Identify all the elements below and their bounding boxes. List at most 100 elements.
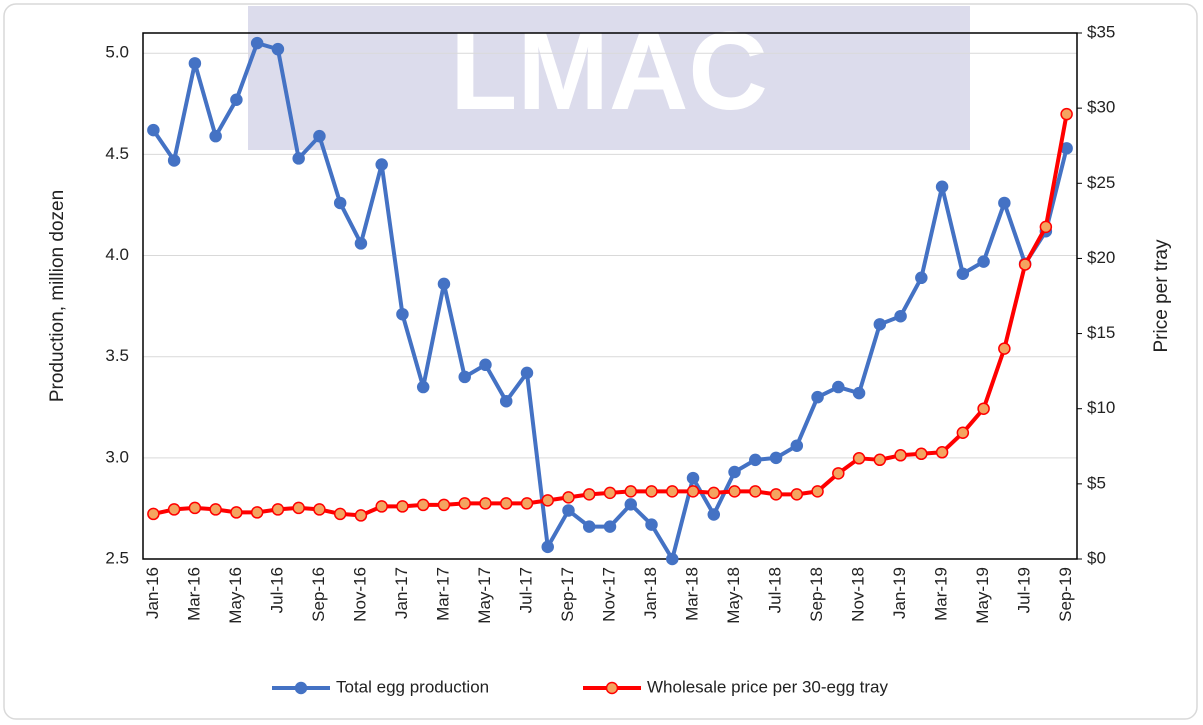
point xyxy=(937,447,948,458)
point xyxy=(293,502,304,513)
point xyxy=(584,521,595,532)
x-tick-label: Mar-18 xyxy=(683,567,702,621)
point xyxy=(231,507,242,518)
x-tick-label: Sep-18 xyxy=(807,567,826,622)
point xyxy=(750,486,761,497)
point xyxy=(169,155,180,166)
point xyxy=(771,452,782,463)
point xyxy=(314,504,325,515)
point xyxy=(916,272,927,283)
point xyxy=(957,427,968,438)
point xyxy=(563,505,574,516)
point xyxy=(148,125,159,136)
point xyxy=(750,454,761,465)
point xyxy=(189,502,200,513)
point xyxy=(833,382,844,393)
point xyxy=(999,197,1010,208)
y2-tick-label: $25 xyxy=(1087,173,1115,192)
y-tick-label: 3.5 xyxy=(105,346,129,365)
point xyxy=(252,38,263,49)
point xyxy=(874,319,885,330)
y2-tick-label: $20 xyxy=(1087,248,1115,267)
x-tick-label: May-17 xyxy=(475,567,494,624)
y-tick-label: 4.5 xyxy=(105,144,129,163)
point xyxy=(521,367,532,378)
point xyxy=(708,487,719,498)
point xyxy=(854,388,865,399)
point xyxy=(231,94,242,105)
point xyxy=(1061,109,1072,120)
x-tick-label: Jan-19 xyxy=(890,567,909,619)
point xyxy=(459,371,470,382)
point xyxy=(438,499,449,510)
y2-tick-label: $5 xyxy=(1087,473,1106,492)
point xyxy=(355,238,366,249)
y-tick-label: 4.0 xyxy=(105,245,129,264)
x-tick-label: Jan-16 xyxy=(143,567,162,619)
x-tick-label: Mar-19 xyxy=(932,567,951,621)
point xyxy=(667,554,678,565)
point xyxy=(418,499,429,510)
point xyxy=(293,153,304,164)
point xyxy=(584,489,595,500)
point xyxy=(169,504,180,515)
x-tick-label: Jul-18 xyxy=(766,567,785,613)
x-tick-label: Sep-19 xyxy=(1056,567,1075,622)
x-tick-label: Mar-16 xyxy=(184,567,203,621)
point xyxy=(314,131,325,142)
x-tick-label: Jul-19 xyxy=(1015,567,1034,613)
point xyxy=(252,507,263,518)
x-tick-label: Jan-17 xyxy=(392,567,411,619)
legend-marker xyxy=(296,683,307,694)
point xyxy=(272,504,283,515)
point xyxy=(874,454,885,465)
point xyxy=(418,382,429,393)
point xyxy=(376,159,387,170)
point xyxy=(916,448,927,459)
legend-label: Wholesale price per 30-egg tray xyxy=(647,677,888,696)
point xyxy=(189,58,200,69)
y-axis-title: Production, million dozen xyxy=(47,190,68,402)
point xyxy=(459,498,470,509)
point xyxy=(501,498,512,509)
point xyxy=(148,508,159,519)
point xyxy=(563,492,574,503)
y-tick-label: 5.0 xyxy=(105,43,129,62)
x-tick-label: Nov-17 xyxy=(599,567,618,622)
point xyxy=(791,489,802,500)
x-tick-label: Mar-17 xyxy=(433,567,452,621)
point xyxy=(521,498,532,509)
y2-axis-title: Price per tray xyxy=(1151,239,1172,352)
point xyxy=(210,131,221,142)
point xyxy=(542,495,553,506)
y-tick-label: 2.5 xyxy=(105,548,129,567)
x-tick-label: Nov-16 xyxy=(350,567,369,622)
y-tick-label: 3.0 xyxy=(105,447,129,466)
point xyxy=(708,509,719,520)
point xyxy=(397,501,408,512)
point xyxy=(480,498,491,509)
point xyxy=(438,278,449,289)
x-tick-label: Jul-17 xyxy=(516,567,535,613)
point xyxy=(335,508,346,519)
y2-tick-label: $30 xyxy=(1087,98,1115,117)
watermark: LMAC xyxy=(450,10,768,133)
legend-marker xyxy=(607,683,618,694)
point xyxy=(397,309,408,320)
x-tick-label: Jan-18 xyxy=(641,567,660,619)
point xyxy=(272,44,283,55)
point xyxy=(1040,221,1051,232)
point xyxy=(625,499,636,510)
y2-tick-label: $10 xyxy=(1087,398,1115,417)
point xyxy=(210,504,221,515)
point xyxy=(335,197,346,208)
point xyxy=(957,268,968,279)
point xyxy=(646,519,657,530)
y2-tick-label: $35 xyxy=(1087,22,1115,41)
point xyxy=(812,486,823,497)
x-tick-label: Sep-17 xyxy=(558,567,577,622)
point xyxy=(646,486,657,497)
point xyxy=(501,396,512,407)
point xyxy=(542,541,553,552)
x-tick-label: May-16 xyxy=(226,567,245,624)
